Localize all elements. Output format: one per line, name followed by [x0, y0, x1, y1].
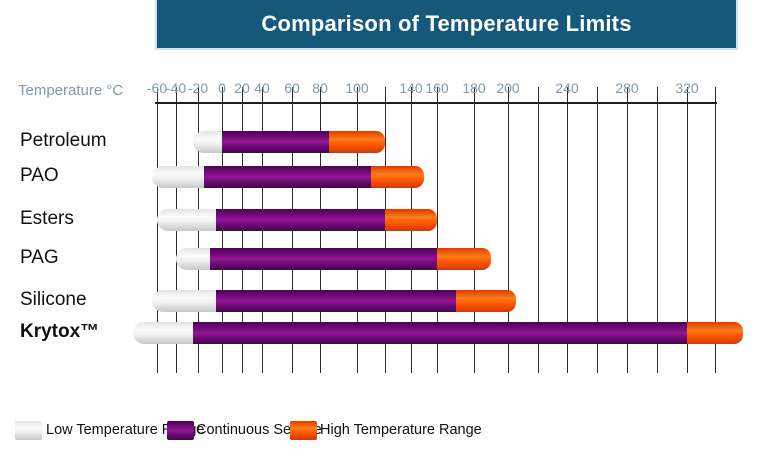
high-range-segment — [687, 322, 743, 344]
axis-tick-label: 80 — [312, 80, 328, 96]
gridline — [657, 87, 658, 373]
gridline — [474, 87, 475, 373]
axis-label: Temperature °C — [18, 82, 124, 99]
low-range-segment — [152, 290, 216, 312]
legend-swatch-low — [15, 421, 42, 440]
low-range-segment — [157, 209, 216, 231]
axis-tick-label: 20 — [234, 80, 250, 96]
axis-tick-label: 320 — [675, 80, 699, 96]
high-range-segment — [371, 166, 424, 188]
axis-tick-label: -40 — [165, 80, 187, 96]
axis-tick-label: -60 — [146, 80, 168, 96]
axis-tick-label: -20 — [187, 80, 209, 96]
axis-tick-label: 240 — [555, 80, 579, 96]
axis-tick-label: 140 — [399, 80, 423, 96]
axis-tick-label: 0 — [218, 80, 226, 96]
legend-swatch-continuous — [167, 421, 194, 440]
gridline — [508, 87, 509, 373]
gridline — [567, 87, 568, 373]
low-range-segment — [176, 248, 210, 270]
high-range-segment — [455, 290, 516, 312]
category-label: Silicone — [20, 289, 87, 310]
gridline — [687, 87, 688, 373]
low-range-segment — [133, 322, 193, 344]
axis-tick-label: 280 — [615, 80, 639, 96]
category-label: PAG — [20, 247, 59, 268]
gridline — [538, 87, 539, 373]
continuous-service-segment — [210, 248, 437, 270]
continuous-service-segment — [192, 322, 687, 344]
continuous-service-segment — [222, 131, 330, 153]
axis-tick-label: 160 — [425, 80, 449, 96]
legend-label-high: High Temperature Range — [320, 422, 482, 438]
axis-tick-label: 200 — [496, 80, 520, 96]
category-label: Krytox™ — [20, 321, 100, 342]
gridline — [627, 87, 628, 373]
gridline — [157, 87, 158, 373]
continuous-service-segment — [216, 290, 456, 312]
high-range-segment — [385, 209, 437, 231]
chart-title-bar: Comparison of Temperature Limits — [155, 0, 738, 50]
gridline — [597, 87, 598, 373]
legend-label-low: Low Temperature Range — [46, 422, 205, 438]
legend-swatch-high — [290, 421, 317, 440]
axis-tick-label: 60 — [284, 80, 300, 96]
low-range-segment — [192, 131, 222, 153]
category-label: Petroleum — [20, 130, 107, 151]
category-label: PAO — [20, 165, 59, 186]
high-range-segment — [437, 248, 491, 270]
continuous-service-segment — [204, 166, 371, 188]
axis-tick-label: 40 — [254, 80, 270, 96]
low-range-segment — [152, 166, 204, 188]
axis-line — [155, 102, 717, 104]
gridline — [715, 87, 716, 373]
axis-tick-label: 180 — [462, 80, 486, 96]
chart-title: Comparison of Temperature Limits — [261, 11, 632, 36]
continuous-service-segment — [216, 209, 385, 231]
axis-tick-label: 100 — [345, 80, 369, 96]
high-range-segment — [329, 131, 385, 153]
category-label: Esters — [20, 208, 74, 229]
gridline — [437, 87, 438, 373]
